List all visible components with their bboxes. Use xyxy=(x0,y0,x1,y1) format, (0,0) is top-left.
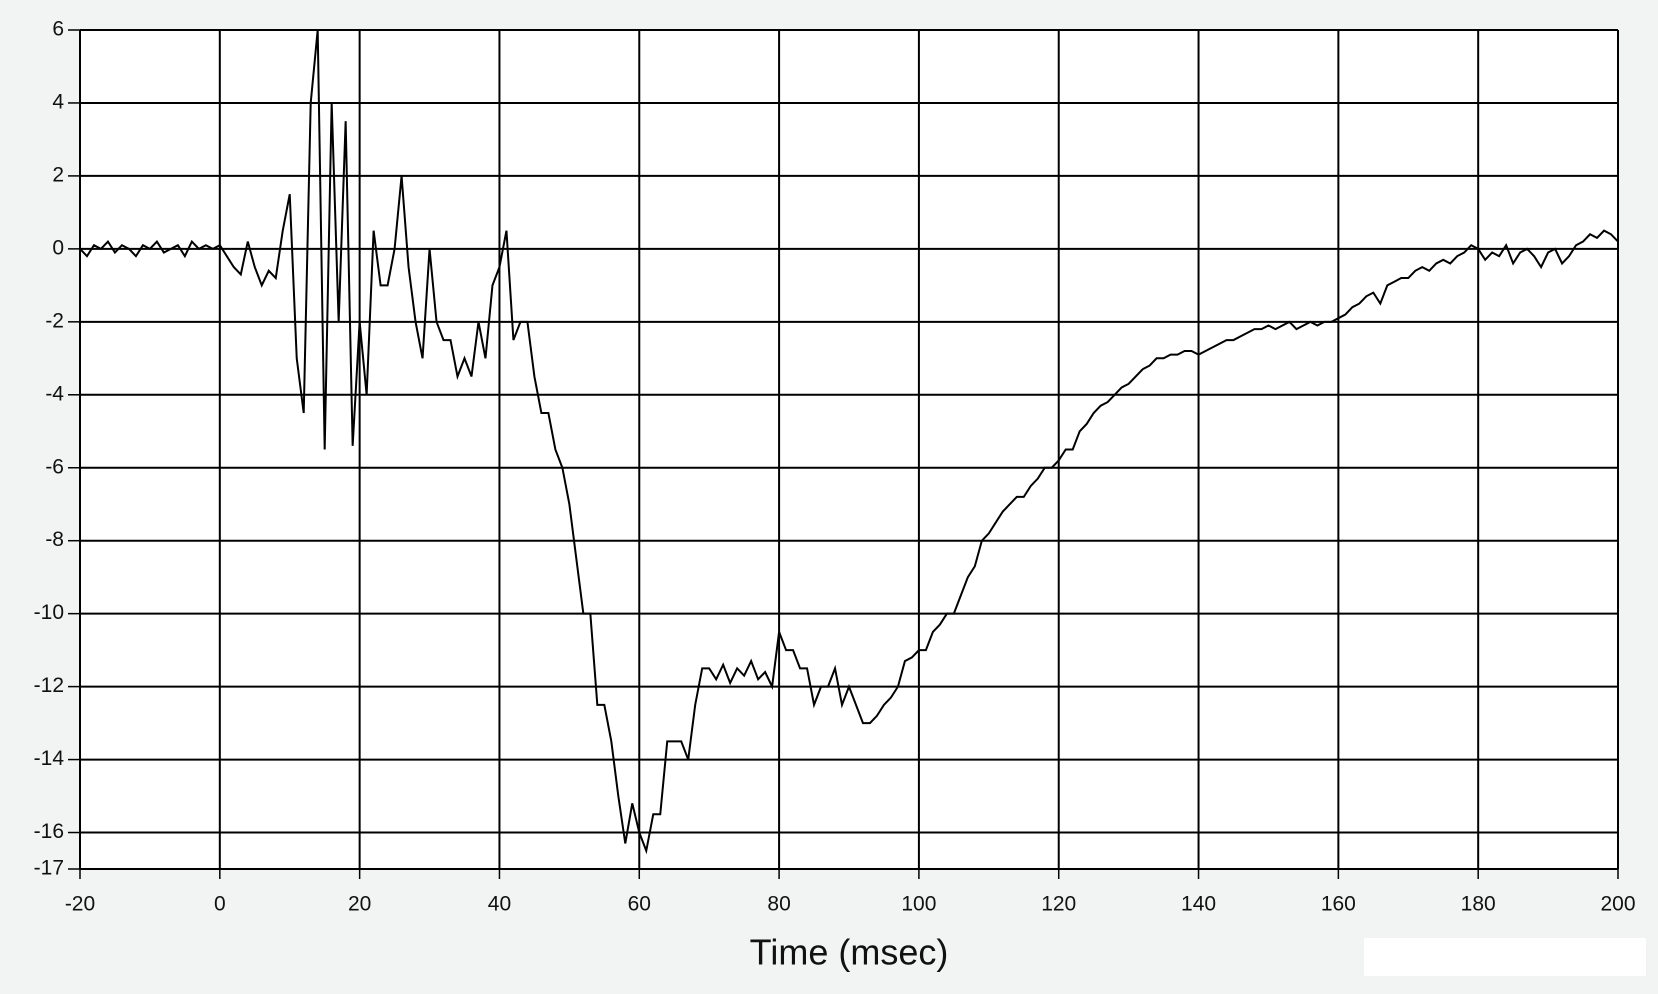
plot-area xyxy=(80,30,1618,869)
y-tick-label: -6 xyxy=(45,455,64,478)
y-tick-label: -2 xyxy=(45,309,64,332)
x-tick-label: 120 xyxy=(1041,893,1076,916)
x-axis-label: Time (msec) xyxy=(750,932,949,973)
x-tick-label: 0 xyxy=(214,893,226,916)
y-tick-label: -4 xyxy=(45,382,64,405)
x-tick-label: 20 xyxy=(348,893,371,916)
y-tick-label: -17 xyxy=(34,857,64,880)
x-tick-label: 140 xyxy=(1181,893,1216,916)
x-tick-label: 160 xyxy=(1321,893,1356,916)
y-tick-label: 6 xyxy=(52,18,64,41)
x-tick-label: -20 xyxy=(65,893,95,916)
x-tick-label: 80 xyxy=(767,893,790,916)
y-tick-label: -16 xyxy=(34,820,64,843)
x-tick-label: 200 xyxy=(1600,893,1635,916)
y-tick-label: 2 xyxy=(52,163,64,186)
x-tick-label: 180 xyxy=(1461,893,1496,916)
data-line xyxy=(79,29,1619,855)
y-tick-label: -8 xyxy=(45,528,64,551)
blank-panel xyxy=(1364,938,1646,976)
y-tick-label: 0 xyxy=(52,236,64,259)
y-tick-label: -14 xyxy=(34,747,65,770)
y-tick-label: -10 xyxy=(34,601,64,624)
y-tick-label: 4 xyxy=(52,91,64,114)
y-tick-label: -12 xyxy=(34,674,64,697)
x-tick-label: 40 xyxy=(488,893,511,916)
x-tick-label: 100 xyxy=(901,893,936,916)
x-tick-label: 60 xyxy=(628,893,651,916)
